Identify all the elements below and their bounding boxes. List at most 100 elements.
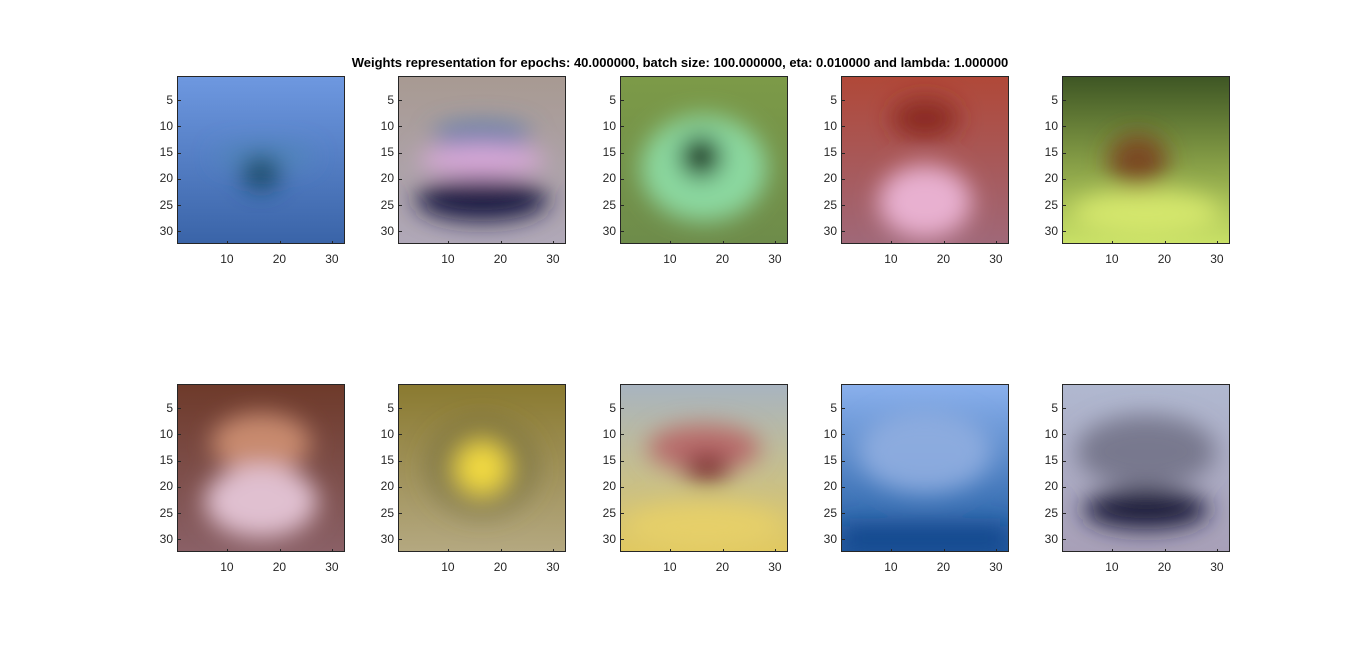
y-tick-mark	[399, 460, 402, 462]
x-tick-label: 20	[1157, 252, 1172, 266]
x-tick-label: 10	[884, 252, 898, 266]
x-tick-mark	[1112, 241, 1114, 243]
y-tick-label: 25	[602, 505, 616, 520]
x-tick-label: 30	[325, 252, 339, 266]
y-tick-mark	[399, 513, 402, 515]
y-tick-label: 20	[602, 479, 616, 494]
y-tick-label: 10	[602, 426, 616, 441]
y-tick-mark	[1063, 205, 1066, 207]
x-tick-label: 10	[1105, 560, 1119, 574]
weight-panel-4	[841, 76, 1009, 244]
x-tick-label: 20	[936, 560, 951, 574]
y-tick-label: 30	[159, 531, 173, 546]
y-tick-label: 15	[380, 145, 394, 160]
y-tick-mark	[621, 126, 624, 128]
y-tick-label: 30	[380, 223, 394, 238]
x-tick-mark	[1164, 241, 1166, 243]
weight-panel-7	[398, 384, 566, 552]
y-tick-label: 25	[159, 197, 173, 212]
y-tick-mark	[178, 152, 181, 154]
weight-panel-3	[620, 76, 788, 244]
x-tick-label: 10	[441, 252, 455, 266]
x-tick-mark	[996, 241, 998, 243]
weight-image-9	[842, 385, 1008, 551]
x-tick-mark	[227, 549, 229, 551]
y-tick-label: 15	[602, 453, 616, 468]
y-tick-mark	[178, 486, 181, 488]
weight-image-7	[399, 385, 565, 551]
x-tick-mark	[722, 549, 724, 551]
x-tick-mark	[448, 549, 450, 551]
x-tick-label: 30	[989, 252, 1003, 266]
y-tick-label: 5	[387, 92, 394, 107]
y-tick-mark	[621, 205, 624, 207]
y-tick-mark	[842, 513, 845, 515]
y-tick-mark	[178, 231, 181, 233]
y-tick-label: 10	[380, 118, 394, 133]
y-tick-mark	[842, 231, 845, 233]
y-tick-label: 5	[166, 92, 173, 107]
weight-image-pattern	[640, 115, 768, 222]
y-tick-label: 10	[159, 426, 173, 441]
y-tick-mark	[842, 434, 845, 436]
y-tick-mark	[1063, 126, 1066, 128]
weight-image-pattern	[1071, 133, 1221, 237]
y-tick-mark	[178, 205, 181, 207]
y-tick-mark	[178, 434, 181, 436]
y-tick-label: 15	[602, 145, 616, 160]
weight-image-pattern	[425, 418, 539, 518]
weight-image-8	[621, 385, 787, 551]
y-tick-mark	[842, 100, 845, 102]
y-tick-mark	[1063, 486, 1066, 488]
x-tick-label: 30	[768, 560, 782, 574]
y-tick-label: 20	[1044, 171, 1058, 186]
x-tick-mark	[891, 549, 893, 551]
y-tick-label: 15	[1044, 453, 1058, 468]
y-tick-label: 25	[1044, 505, 1058, 520]
weight-image-2	[399, 77, 565, 243]
y-tick-label: 5	[387, 400, 394, 415]
y-tick-mark	[621, 486, 624, 488]
y-tick-mark	[399, 408, 402, 410]
y-tick-mark	[1063, 539, 1066, 541]
x-tick-label: 10	[220, 560, 234, 574]
x-tick-label: 10	[663, 560, 677, 574]
y-tick-label: 5	[830, 92, 837, 107]
figure-title: Weights representation for epochs: 40.00…	[351, 55, 1009, 70]
y-tick-label: 10	[823, 426, 837, 441]
y-tick-label: 30	[823, 531, 837, 546]
weight-image-pattern	[204, 413, 318, 538]
x-tick-mark	[1112, 549, 1114, 551]
x-tick-label: 30	[325, 560, 339, 574]
y-tick-label: 15	[823, 453, 837, 468]
weight-image-pattern	[415, 121, 549, 222]
x-tick-mark	[279, 241, 281, 243]
y-tick-label: 25	[380, 505, 394, 520]
x-tick-mark	[670, 241, 672, 243]
y-tick-label: 10	[602, 118, 616, 133]
x-tick-label: 20	[272, 252, 287, 266]
y-tick-label: 30	[1044, 531, 1058, 546]
y-tick-mark	[1063, 152, 1066, 154]
weight-panel-10	[1062, 384, 1230, 552]
y-tick-label: 30	[823, 223, 837, 238]
y-tick-mark	[1063, 231, 1066, 233]
y-tick-mark	[842, 460, 845, 462]
x-tick-label: 20	[936, 252, 951, 266]
x-tick-label: 20	[493, 560, 508, 574]
y-tick-mark	[399, 100, 402, 102]
y-tick-mark	[1063, 513, 1066, 515]
y-tick-mark	[399, 486, 402, 488]
y-tick-mark	[178, 460, 181, 462]
x-tick-label: 20	[715, 560, 730, 574]
y-tick-mark	[399, 539, 402, 541]
y-tick-mark	[621, 408, 624, 410]
weight-image-pattern	[878, 98, 972, 239]
x-tick-mark	[722, 241, 724, 243]
weight-image-5	[1063, 77, 1229, 243]
y-tick-mark	[178, 408, 181, 410]
y-tick-mark	[178, 178, 181, 180]
y-tick-mark	[1063, 434, 1066, 436]
y-tick-mark	[399, 178, 402, 180]
x-tick-label: 10	[884, 560, 898, 574]
